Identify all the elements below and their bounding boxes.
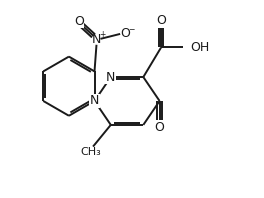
Text: O: O <box>74 15 84 28</box>
Text: N: N <box>92 33 101 46</box>
Text: N: N <box>106 70 115 84</box>
Text: N: N <box>90 94 99 108</box>
Text: O: O <box>155 121 164 134</box>
Text: CH₃: CH₃ <box>81 148 101 157</box>
Text: −: − <box>128 26 134 34</box>
Text: +: + <box>99 30 105 39</box>
Text: OH: OH <box>191 41 210 54</box>
Text: O: O <box>120 28 130 40</box>
Text: O: O <box>156 14 166 27</box>
